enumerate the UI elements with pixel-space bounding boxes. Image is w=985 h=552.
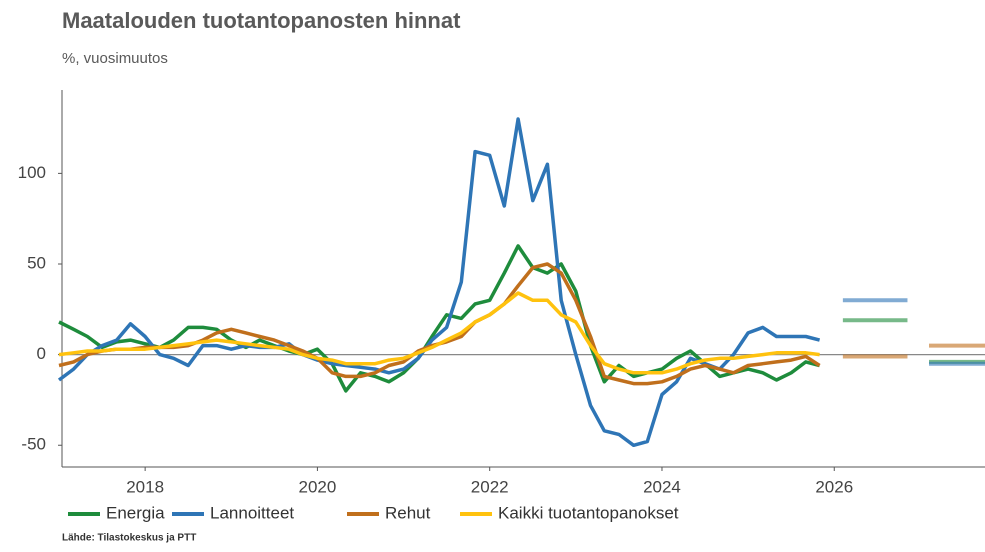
x-tick-label: 2018 xyxy=(126,477,164,496)
legend-label: Lannoitteet xyxy=(210,503,294,522)
y-tick-label: 0 xyxy=(37,344,46,363)
series-line xyxy=(58,244,821,393)
y-tick-label: -50 xyxy=(21,435,46,454)
legend-label: Rehut xyxy=(385,503,431,522)
legend-label: Energia xyxy=(106,503,165,522)
y-tick-label: 100 xyxy=(18,163,46,182)
chart-title: Maatalouden tuotantopanosten hinnat xyxy=(62,8,461,33)
y-tick-label: 50 xyxy=(27,253,46,272)
series-line xyxy=(58,291,820,375)
x-tick-label: 2020 xyxy=(299,477,337,496)
legend-label: Kaikki tuotantopanokset xyxy=(498,503,679,522)
source-note: Lähde: Tilastokeskus ja PTT xyxy=(62,533,196,544)
x-tick-label: 2022 xyxy=(471,477,509,496)
chart-subtitle: %, vuosimuutos xyxy=(62,50,168,67)
x-tick-label: 2026 xyxy=(815,477,853,496)
x-tick-label: 2024 xyxy=(643,477,681,496)
series-line xyxy=(57,117,821,448)
